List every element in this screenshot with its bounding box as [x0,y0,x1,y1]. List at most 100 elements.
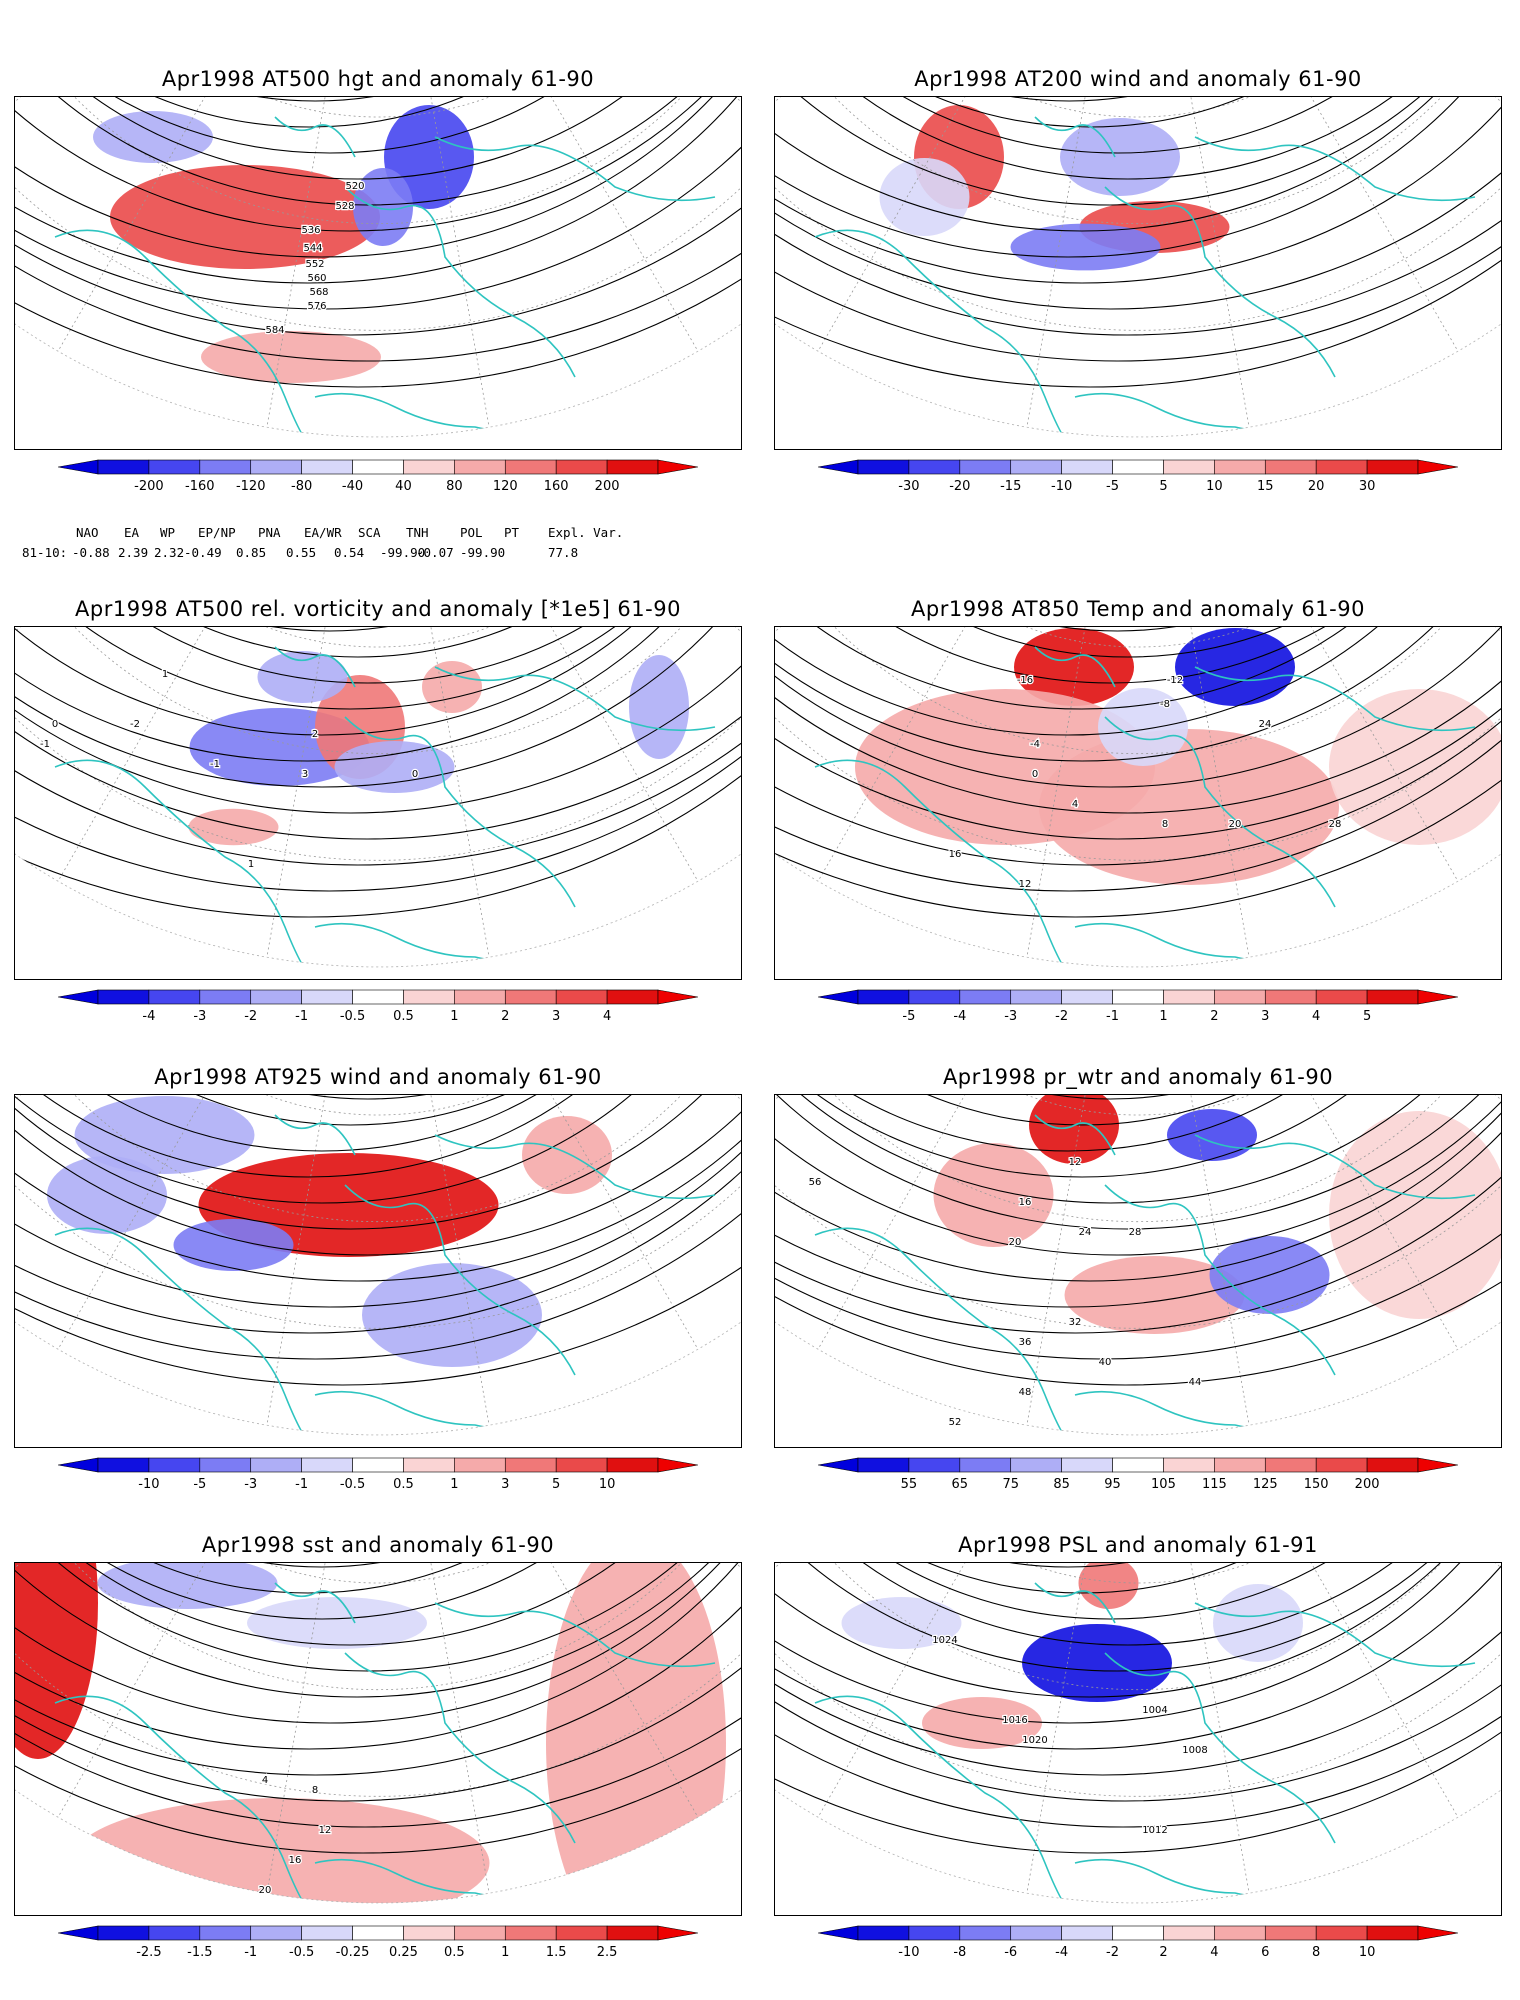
map-prwtr: 12 16 20 24 28 32 36 40 44 48 52 56 [775,1095,1501,1436]
index-value: 0.54 [334,545,365,560]
colorbar-swatch [606,1925,659,1941]
anomaly-shading [1329,1111,1501,1319]
colorbar-tick-label: -1 [1106,1009,1119,1024]
coastline [274,1582,356,1624]
index-header: POL [460,525,483,540]
colorbar-swatch [199,1457,252,1473]
coastline [314,392,556,432]
colorbar-tick-label: 115 [1202,1477,1227,1492]
coastline [1194,666,1476,732]
colorbar-tick-label: 20 [1308,479,1325,494]
contour-line [775,97,1501,154]
colorbar-swatch [199,459,252,475]
colorbar-swatch [1112,1925,1164,1941]
panel-title: Apr1998 PSL and anomaly 61-91 [958,1533,1318,1557]
contour-line [15,627,657,632]
colorbar-tick-label: -15 [1000,479,1021,494]
colorbar-swatch [403,459,455,475]
colorbar-tick-label: 75 [1002,1477,1019,1492]
contour-line [775,97,1501,362]
colorbar-swatch [1163,1925,1215,1941]
colorbar-tick-label: 0.5 [393,1009,414,1024]
index-value: 2.32 [154,545,185,560]
colorbar-swatch [1315,1925,1368,1941]
colorbar-right-arrow [1417,459,1459,475]
colorbar-tick-label: 2 [1159,1945,1167,1960]
colorbar-tick-label: 85 [1053,1477,1070,1492]
contour-line [15,1563,709,1620]
contour-line [15,97,667,128]
colorbar-tick-label: -0.5 [340,1477,365,1492]
contour-label: -16 [1017,675,1033,686]
colorbar-tick-label: 5 [552,1477,560,1492]
coastline [434,666,716,732]
contour-line [15,1095,741,1230]
colorbar-swatch [908,459,961,475]
coastline [274,646,356,688]
map-frame [14,1094,742,1448]
colorbar-tick-label: -5 [902,1009,915,1024]
contour-line [15,1095,709,1152]
anomaly-shading [1167,1109,1257,1161]
contour-label: 1020 [1022,1735,1047,1746]
hemisphere-edge [15,323,741,438]
colorbar-tick-label: -40 [342,479,363,494]
contour-label: 1024 [932,1635,957,1646]
contour-line [783,1095,1438,1100]
colorbar-swatch [148,1457,201,1473]
latitude-circle [775,97,1501,225]
contour-line [15,627,741,918]
colorbar-tick-label: 2 [1210,1009,1218,1024]
contour-line [775,97,1397,102]
colorbar-tick-label: 8 [1312,1945,1320,1960]
contour-line [15,1095,725,1178]
colorbar-tick-label: -1 [295,1477,308,1492]
contour-label: 0 [1032,769,1038,780]
colorbar-swatch [606,989,659,1005]
colorbar-swatch [454,989,506,1005]
contour-label: -1 [210,759,220,770]
colorbar: -10 -8 -6 -4 -2 2 4 6 8 10 [817,1924,1459,1964]
contour-label: -1 [40,739,50,750]
colorbar-tick-label: 6 [1261,1945,1269,1960]
contour-line [15,1563,649,1568]
coastline [54,759,316,967]
contour-line [15,1563,741,1802]
colorbar-swatch [148,459,201,475]
contour-label: 2 [312,729,318,740]
panel-title: Apr1998 AT925 wind and anomaly 61-90 [154,1065,602,1089]
colorbar-swatch [1264,1925,1317,1941]
colorbar-left-arrow [57,989,99,1005]
index-value: -0.49 [184,545,222,560]
colorbar-tick-label: -0.5 [289,1945,314,1960]
contour-line [775,627,1498,684]
contour-line [775,1095,1501,1308]
colorbar-swatch [301,1457,353,1473]
index-header: Expl. Var. [548,525,624,540]
contour-line [15,97,741,388]
colorbar-tick-label: 5 [1159,479,1167,494]
anomaly-shading [353,168,413,246]
map-temp850: -16 -12 -8 -4 0 4 8 12 16 20 24 28 [775,627,1501,968]
hemisphere-edge [775,1789,1501,1904]
coastline [1074,922,1316,962]
colorbar-swatch [857,459,910,475]
coastline [54,1227,316,1435]
contour-label: 44 [1189,1377,1202,1388]
colorbar-left-arrow [817,1457,859,1473]
contour-line [775,627,1501,736]
colorbar-tick-label: 30 [1359,479,1376,494]
contour-line [775,97,1501,180]
contour-line [775,97,1501,284]
colorbar-tick-label: 95 [1104,1477,1121,1492]
colorbar-tick-label: -1 [244,1945,257,1960]
coastline [1034,116,1116,158]
contour-line [15,627,741,892]
contour-label: 544 [303,243,322,254]
colorbar-left-arrow [817,459,859,475]
contour-line [775,97,1501,336]
map-frame: 12 16 20 24 28 32 36 40 44 48 52 56 [774,1094,1502,1448]
latitude-circle [15,627,741,967]
contour-label: 1 [248,859,254,870]
